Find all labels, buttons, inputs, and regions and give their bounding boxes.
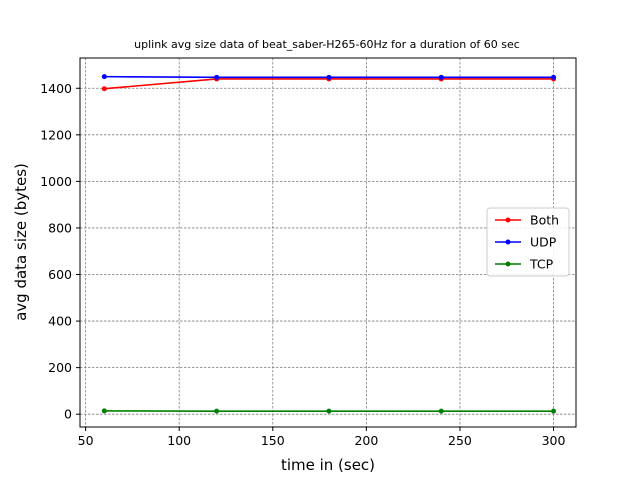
y-tick-label: 200 bbox=[48, 360, 72, 375]
data-point-udp bbox=[214, 74, 220, 80]
grid-lines bbox=[80, 58, 576, 427]
data-point-tcp bbox=[551, 408, 557, 414]
x-axis-label: time in (sec) bbox=[281, 456, 375, 474]
data-point-udp bbox=[101, 74, 107, 80]
data-point-tcp bbox=[326, 408, 332, 414]
y-axis-ticks: 0 200 400 600 800 1000 1200 1400 bbox=[40, 81, 80, 422]
series-udp bbox=[101, 74, 557, 80]
y-tick-label: 1400 bbox=[40, 81, 72, 96]
legend-label-tcp: TCP bbox=[529, 257, 554, 272]
data-point-udp bbox=[326, 74, 332, 80]
legend-marker-both bbox=[505, 217, 511, 223]
legend: Both UDP TCP bbox=[486, 207, 570, 277]
y-tick-label: 600 bbox=[48, 267, 72, 282]
y-tick-label: 1200 bbox=[40, 127, 72, 142]
x-tick-label: 100 bbox=[167, 433, 191, 448]
y-tick-label: 800 bbox=[48, 220, 72, 235]
series-tcp bbox=[101, 408, 557, 414]
data-point-tcp bbox=[438, 408, 444, 414]
series-layer bbox=[101, 74, 557, 414]
y-tick-label: 0 bbox=[64, 407, 72, 422]
x-axis-ticks: 50 100 150 200 250 300 bbox=[78, 427, 566, 448]
x-tick-label: 50 bbox=[78, 433, 94, 448]
legend-item-both: Both bbox=[495, 213, 559, 228]
x-tick-label: 300 bbox=[542, 433, 566, 448]
y-tick-label: 1000 bbox=[40, 174, 72, 189]
plot-frame bbox=[79, 57, 577, 428]
legend-label-udp: UDP bbox=[530, 235, 557, 250]
legend-box bbox=[486, 207, 570, 277]
x-tick-label: 150 bbox=[261, 433, 285, 448]
legend-marker-tcp bbox=[505, 261, 511, 267]
data-point-udp bbox=[438, 74, 444, 80]
y-axis-label: avg data size (bytes) bbox=[12, 163, 30, 321]
data-point-tcp bbox=[101, 408, 107, 414]
legend-label-both: Both bbox=[530, 213, 559, 228]
legend-item-udp: UDP bbox=[495, 235, 557, 250]
x-tick-label: 250 bbox=[448, 433, 472, 448]
legend-marker-udp bbox=[505, 239, 511, 245]
data-point-both bbox=[101, 86, 107, 92]
chart-title: uplink avg size data of beat_saber-H265-… bbox=[134, 38, 520, 51]
y-tick-label: 400 bbox=[48, 314, 72, 329]
data-point-tcp bbox=[214, 408, 220, 414]
x-tick-label: 200 bbox=[354, 433, 378, 448]
data-point-udp bbox=[551, 74, 557, 80]
legend-item-tcp: TCP bbox=[495, 257, 554, 272]
